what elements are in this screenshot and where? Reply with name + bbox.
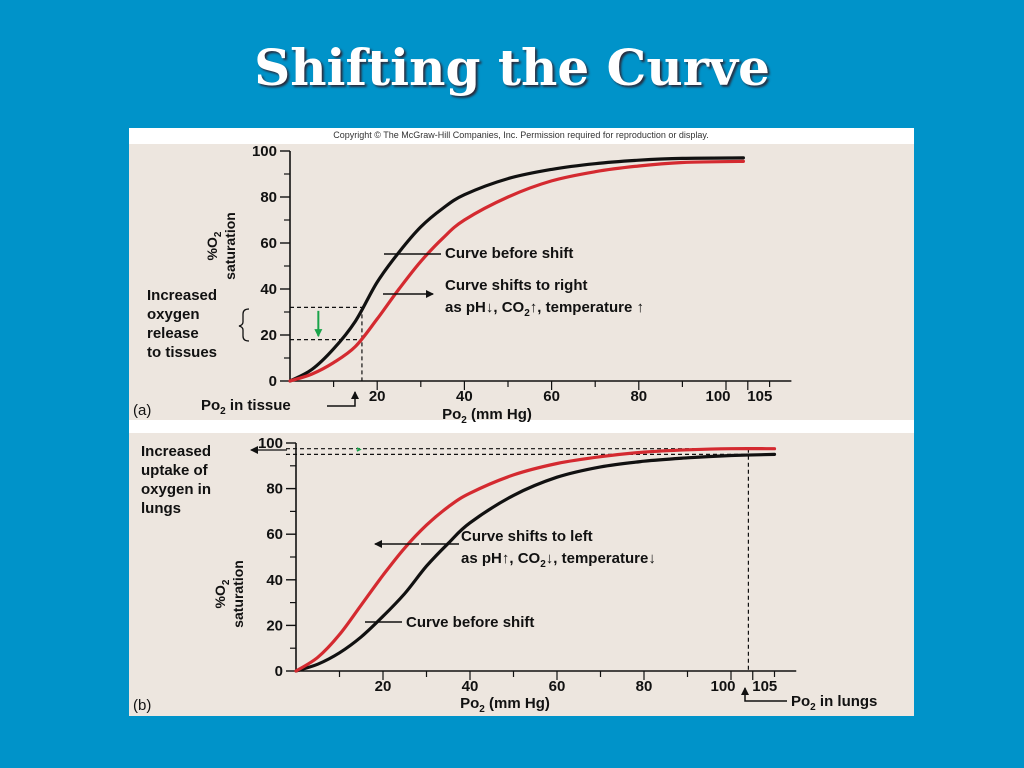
b-y-tick-label: 0 [275, 663, 283, 680]
a-x-tick-label: 105 [747, 388, 772, 405]
panel-a-y-axis-label: %O2 saturation [204, 212, 238, 280]
panel-b-po2-lungs-label: Po2 in lungs [741, 687, 877, 713]
b-series-shifted [294, 447, 777, 673]
panel-a-curve-before-label: Curve before shift [445, 245, 573, 262]
b-x-tick-label: 100 [710, 678, 735, 695]
panel-b-reference-lines [286, 447, 750, 671]
a-y-tick-label: 100 [252, 143, 277, 160]
svg-text:release: release [147, 325, 199, 342]
green-up-arrow [356, 447, 362, 452]
panel-a-label: (a) [133, 402, 151, 419]
a-x-tick-label: 80 [630, 388, 647, 405]
panel-a-shift-label: Curve shifts to right [445, 277, 588, 294]
figure: Copyright © The McGraw-Hill Companies, I… [129, 128, 914, 716]
panel-a-reference-lines [290, 306, 363, 381]
b-y-tick-label: 60 [266, 526, 283, 543]
panel-a-curves [288, 156, 745, 383]
a-y-tick-label: 0 [269, 373, 277, 390]
b-y-tick-label: 100 [258, 435, 283, 452]
panel-a-left-note: Increased oxygen release to tissues [147, 287, 250, 361]
a-x-tick-label: 20 [369, 388, 386, 405]
panel-a-x-axis-label: Po2 (mm Hg) [442, 406, 532, 426]
a-x-tick-label: 60 [543, 388, 560, 405]
a-y-tick-label: 80 [260, 189, 277, 206]
svg-text:%O2: %O2 [204, 231, 224, 260]
svg-text:lungs: lungs [141, 500, 181, 517]
panel-a-ticks: 0 20 40 60 80 100 20 40 60 80 100 105 [252, 143, 792, 405]
panel-a-shift-conditions: as pH↓, CO2↑, temperature ↑ [445, 299, 644, 319]
panel-b-background [129, 433, 914, 716]
b-x-tick-label: 40 [462, 678, 479, 695]
panel-b-curve-before-label: Curve before shift [406, 614, 534, 631]
svg-text:Po2 in tissue: Po2 in tissue [201, 397, 291, 417]
svg-text:to tissues: to tissues [147, 344, 217, 361]
b-y-tick-label: 40 [266, 572, 283, 589]
b-y-tick-label: 20 [266, 617, 283, 634]
panel-b-shift-label: Curve shifts to left [461, 528, 593, 545]
panel-b-left-note: Increased uptake of oxygen in lungs [141, 443, 287, 517]
b-x-tick-label: 20 [375, 678, 392, 695]
svg-text:Po2 in lungs: Po2 in lungs [791, 693, 877, 713]
svg-text:as pH↓, CO2↑, temperature ↑: as pH↓, CO2↑, temperature ↑ [445, 299, 644, 319]
panel-b-ticks: 0 20 40 60 80 100 20 40 60 80 100 105 [258, 435, 797, 695]
svg-text:as pH↑, CO2↓, temperature↓: as pH↑, CO2↓, temperature↓ [461, 550, 656, 570]
figure-canvas: Copyright © The McGraw-Hill Companies, I… [129, 130, 914, 716]
svg-text:Increased: Increased [141, 443, 211, 460]
a-x-tick-label: 100 [705, 388, 730, 405]
b-x-tick-label: 105 [752, 678, 777, 695]
panel-a-po2-tissue-label: Po2 in tissue [201, 391, 359, 417]
b-x-tick-label: 60 [549, 678, 566, 695]
copyright-note: Copyright © The McGraw-Hill Companies, I… [333, 130, 708, 140]
a-series-shifted [288, 159, 745, 383]
b-series-before [294, 452, 777, 673]
a-y-tick-label: 20 [260, 327, 277, 344]
panel-b-label: (b) [133, 697, 151, 714]
a-y-tick-label: 60 [260, 235, 277, 252]
svg-text:saturation: saturation [222, 212, 238, 280]
b-x-tick-label: 80 [636, 678, 653, 695]
svg-text:Po2 (mm Hg): Po2 (mm Hg) [442, 406, 532, 426]
panel-a: (a) %O2 saturation 0 20 40 60 80 100 20 40 60 80 1… [129, 143, 914, 426]
panel-b-curves [294, 447, 777, 673]
a-series-before [288, 156, 745, 383]
a-y-tick-label: 40 [260, 281, 277, 298]
svg-text:%O2: %O2 [212, 579, 232, 608]
b-y-tick-label: 80 [266, 481, 283, 498]
panel-b-y-axis-label: %O2 saturation [212, 560, 246, 628]
svg-text:uptake of: uptake of [141, 462, 209, 479]
panel-b-shift-conditions: as pH↑, CO2↓, temperature↓ [461, 550, 656, 570]
svg-text:Increased: Increased [147, 287, 217, 304]
slide-title: Shifting the Curve [254, 38, 770, 97]
svg-text:oxygen: oxygen [147, 306, 200, 323]
a-x-tick-label: 40 [456, 388, 473, 405]
svg-text:oxygen in: oxygen in [141, 481, 211, 498]
svg-text:saturation: saturation [230, 560, 246, 628]
panel-b: (b) %O2 saturation 0 20 40 60 80 100 20 40 60 80 1… [129, 433, 914, 716]
